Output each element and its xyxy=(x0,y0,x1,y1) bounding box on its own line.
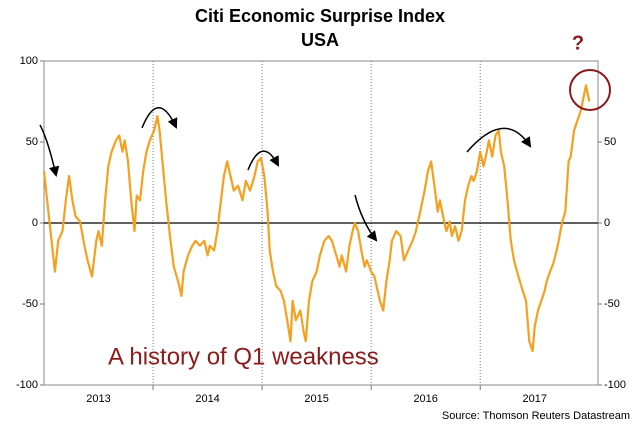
plot-area: 2013 2014 2015 2016 2017 -100 -50 0 50 100 -100 -50… xyxy=(16,55,626,405)
arrow xyxy=(466,127,532,153)
y2-tick-label: -50 xyxy=(604,298,620,310)
y2-tick-label: 50 xyxy=(604,136,616,148)
y2-tick-label: -100 xyxy=(604,379,626,391)
y-tick-label: 100 xyxy=(20,55,38,67)
x-tick-label: 2016 xyxy=(413,393,437,405)
x-tick-label: 2013 xyxy=(86,393,110,405)
arrow xyxy=(354,194,378,242)
data-line xyxy=(42,84,591,353)
y-tick-label: -100 xyxy=(16,379,38,391)
y-tick-label: 0 xyxy=(32,217,38,229)
x-tick-label: 2015 xyxy=(304,393,328,405)
y-tick-label: 50 xyxy=(26,136,38,148)
y-tick-label: -50 xyxy=(22,298,38,310)
x-tick-label: 2014 xyxy=(195,393,219,405)
highlight-circle xyxy=(569,69,611,111)
arrow xyxy=(247,150,279,171)
x-tick-label: 2017 xyxy=(523,393,547,405)
chart-title: Citi Economic Surprise Index xyxy=(195,6,445,26)
chart-subtitle: USA xyxy=(301,30,339,50)
annotation: A history of Q1 weakness xyxy=(108,343,379,370)
question-mark: ? xyxy=(572,32,584,54)
y2-tick-label: 0 xyxy=(604,217,610,229)
arrow xyxy=(141,107,178,129)
arrow xyxy=(39,124,60,178)
source: Source: Thomson Reuters Datastream xyxy=(442,410,630,422)
